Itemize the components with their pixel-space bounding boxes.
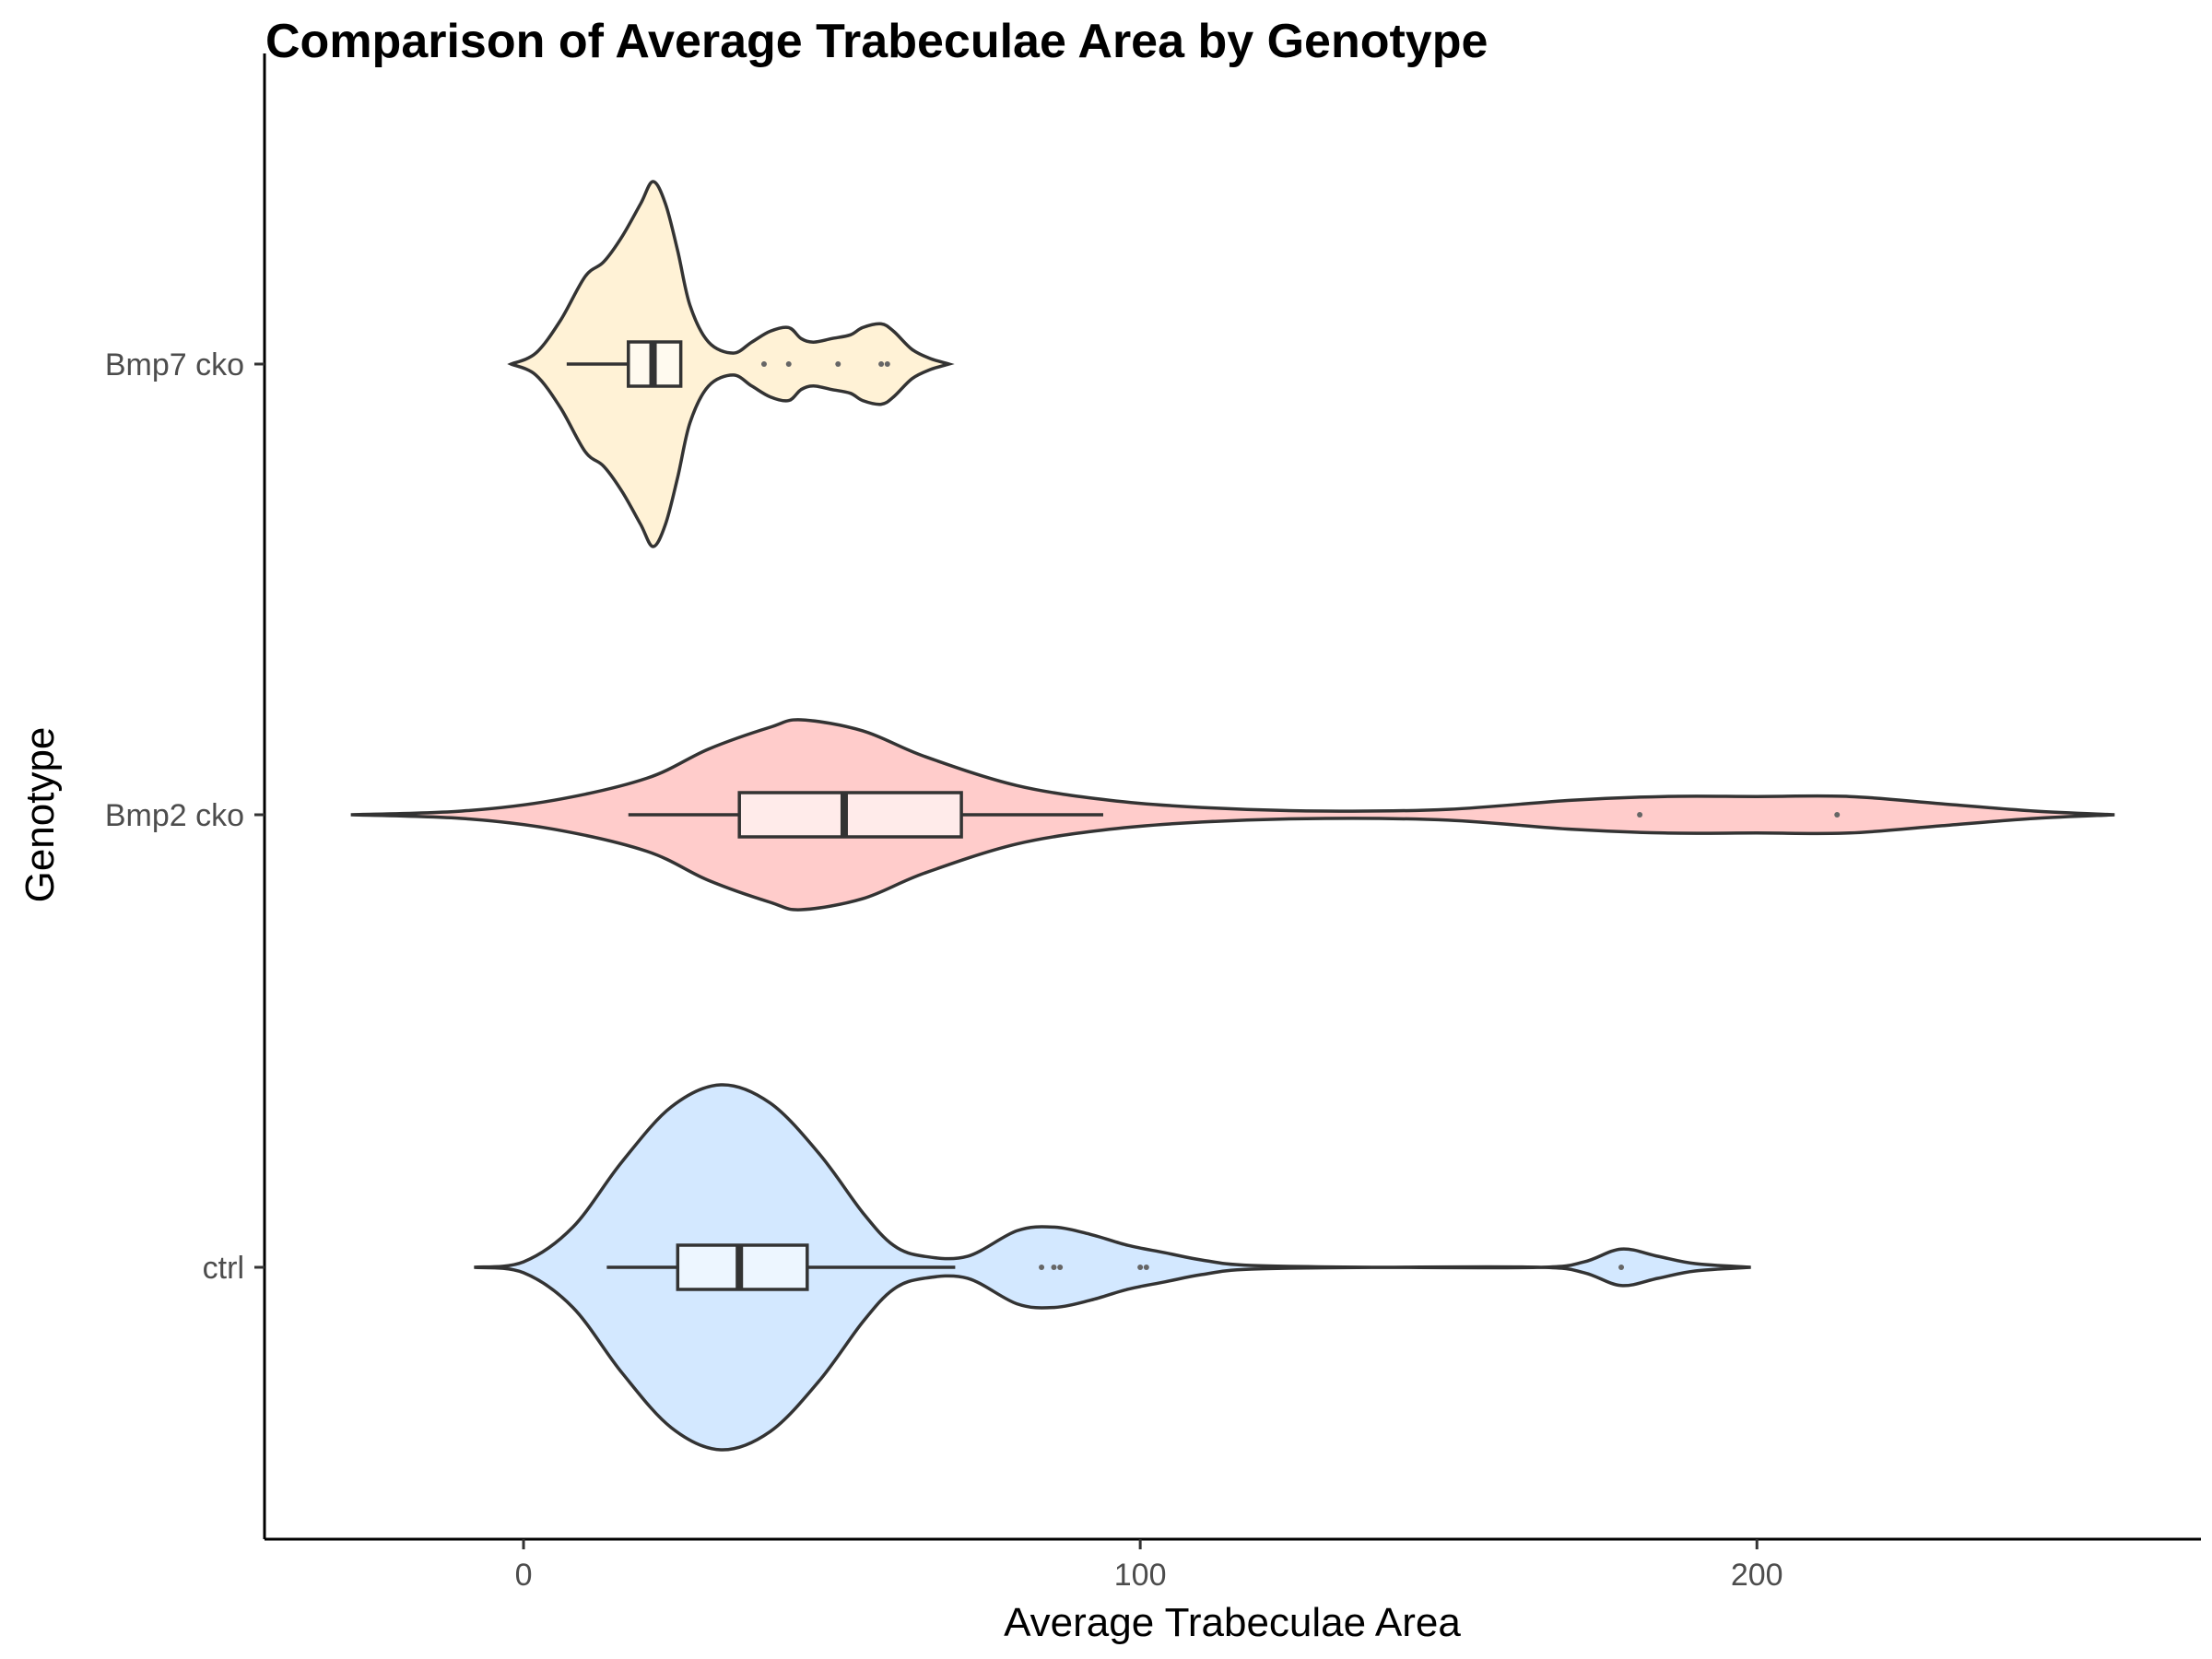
data-point-bmp7-cko xyxy=(884,361,890,367)
data-point-bmp7-cko xyxy=(760,361,767,367)
x-axis-ticks: 0 100 200 xyxy=(515,1539,1783,1593)
box-bmp2-cko xyxy=(737,791,963,839)
data-point-bmp2-cko xyxy=(1834,812,1841,818)
data-point-ctrl xyxy=(1143,1265,1149,1270)
violin-bmp7-cko xyxy=(507,180,955,548)
data-point-ctrl xyxy=(1051,1265,1057,1270)
x-tick-label: 100 xyxy=(1114,1558,1167,1593)
data-point-bmp7-cko xyxy=(785,361,792,367)
y-tick-label: ctrl xyxy=(203,1251,244,1286)
plot-area xyxy=(350,180,2115,1452)
x-tick-label: 0 xyxy=(515,1558,533,1593)
data-point-ctrl xyxy=(1039,1265,1045,1270)
violin-ctrl xyxy=(474,1083,1751,1452)
violin-group-bmp7-cko xyxy=(507,180,955,548)
x-tick-label: 200 xyxy=(1731,1558,1783,1593)
data-point-ctrl xyxy=(1137,1265,1144,1270)
x-axis-title: Average Trabeculae Area xyxy=(1004,1600,1461,1645)
data-point-ctrl xyxy=(1618,1265,1625,1270)
data-point-bmp2-cko xyxy=(1637,812,1643,818)
violin-bmp2-cko xyxy=(350,718,2115,912)
y-tick-label: Bmp7 cko xyxy=(105,347,244,382)
data-point-ctrl xyxy=(1057,1265,1064,1270)
y-tick-label: Bmp2 cko xyxy=(105,798,244,833)
data-point-bmp7-cko xyxy=(878,361,885,367)
y-axis-title: Genotype xyxy=(18,727,63,903)
violin-group-ctrl xyxy=(474,1083,1751,1452)
y-axis-ticks: Bmp7 cko Bmp2 cko ctrl xyxy=(105,347,265,1286)
chart-title: Comparison of Average Trabeculae Area by… xyxy=(265,15,1488,68)
data-point-bmp7-cko xyxy=(835,361,841,367)
violin-group-bmp2-cko xyxy=(350,718,2115,912)
